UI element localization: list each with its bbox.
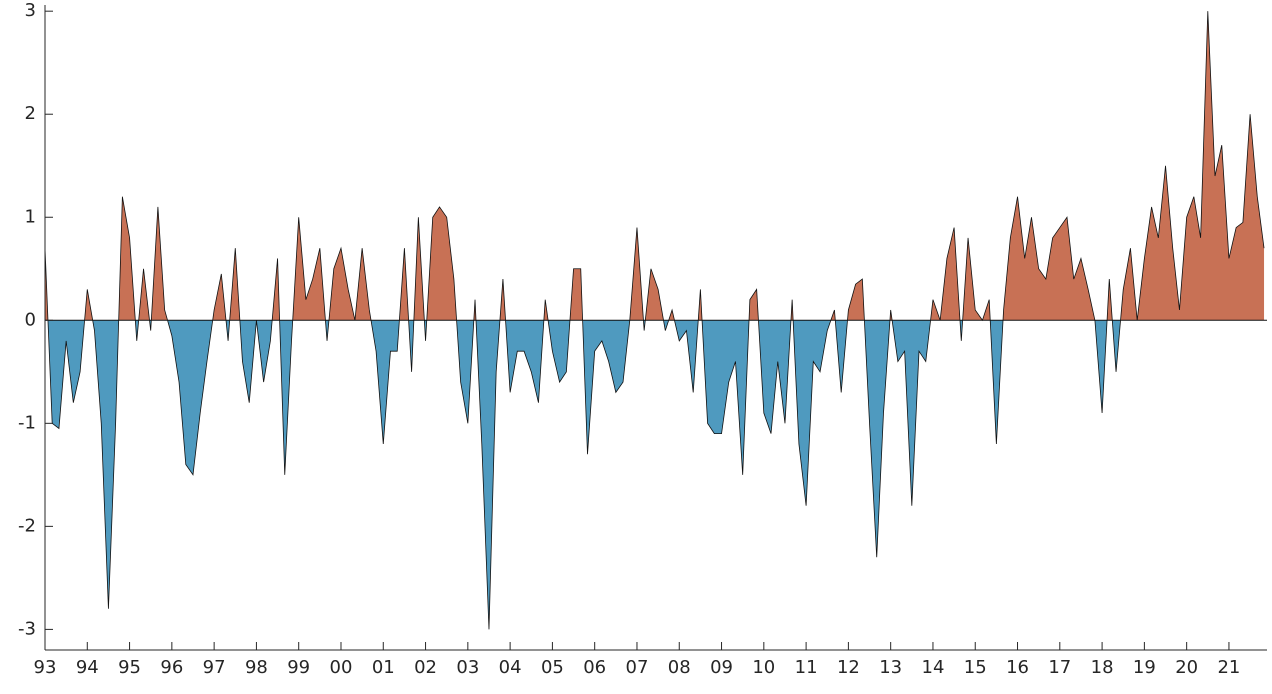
x-tick-label: 09 <box>710 657 733 678</box>
x-tick-label: 00 <box>330 657 353 678</box>
x-tick-label: 97 <box>203 657 226 678</box>
x-tick-label: 16 <box>1006 657 1029 678</box>
x-tick-label: 11 <box>795 657 818 678</box>
area-outline <box>44 11 1265 630</box>
x-tick-label: 18 <box>1091 657 1114 678</box>
x-tick-label: 03 <box>456 657 479 678</box>
x-tick-label: 04 <box>499 657 522 678</box>
y-tick-label: -3 <box>18 618 36 639</box>
x-tick-label: 99 <box>287 657 310 678</box>
x-tick-label: 05 <box>541 657 564 678</box>
y-tick-label: 0 <box>25 309 36 330</box>
x-tick-label: 08 <box>668 657 691 678</box>
y-tick-label: 3 <box>25 0 36 21</box>
x-tick-label: 96 <box>160 657 183 678</box>
x-tick-label: 06 <box>583 657 606 678</box>
x-tick-label: 17 <box>1048 657 1071 678</box>
x-tick-label: 10 <box>752 657 775 678</box>
y-tick-label: 1 <box>25 206 36 227</box>
x-tick-label: 01 <box>372 657 395 678</box>
x-tick-label: 98 <box>245 657 268 678</box>
x-tick-label: 19 <box>1133 657 1156 678</box>
y-tick-label: -2 <box>18 515 36 536</box>
x-tick-label: 15 <box>964 657 987 678</box>
x-tick-label: 93 <box>34 657 57 678</box>
x-tick-label: 13 <box>879 657 902 678</box>
x-tick-label: 20 <box>1175 657 1198 678</box>
x-tick-label: 07 <box>626 657 649 678</box>
y-tick-label: -1 <box>18 412 36 433</box>
x-tick-label: 21 <box>1217 657 1240 678</box>
x-tick-label: 95 <box>118 657 141 678</box>
y-tick-label: 2 <box>25 103 36 124</box>
x-tick-label: 14 <box>922 657 945 678</box>
x-tick-label: 02 <box>414 657 437 678</box>
x-tick-label: 12 <box>837 657 860 678</box>
x-tick-label: 94 <box>76 657 99 678</box>
